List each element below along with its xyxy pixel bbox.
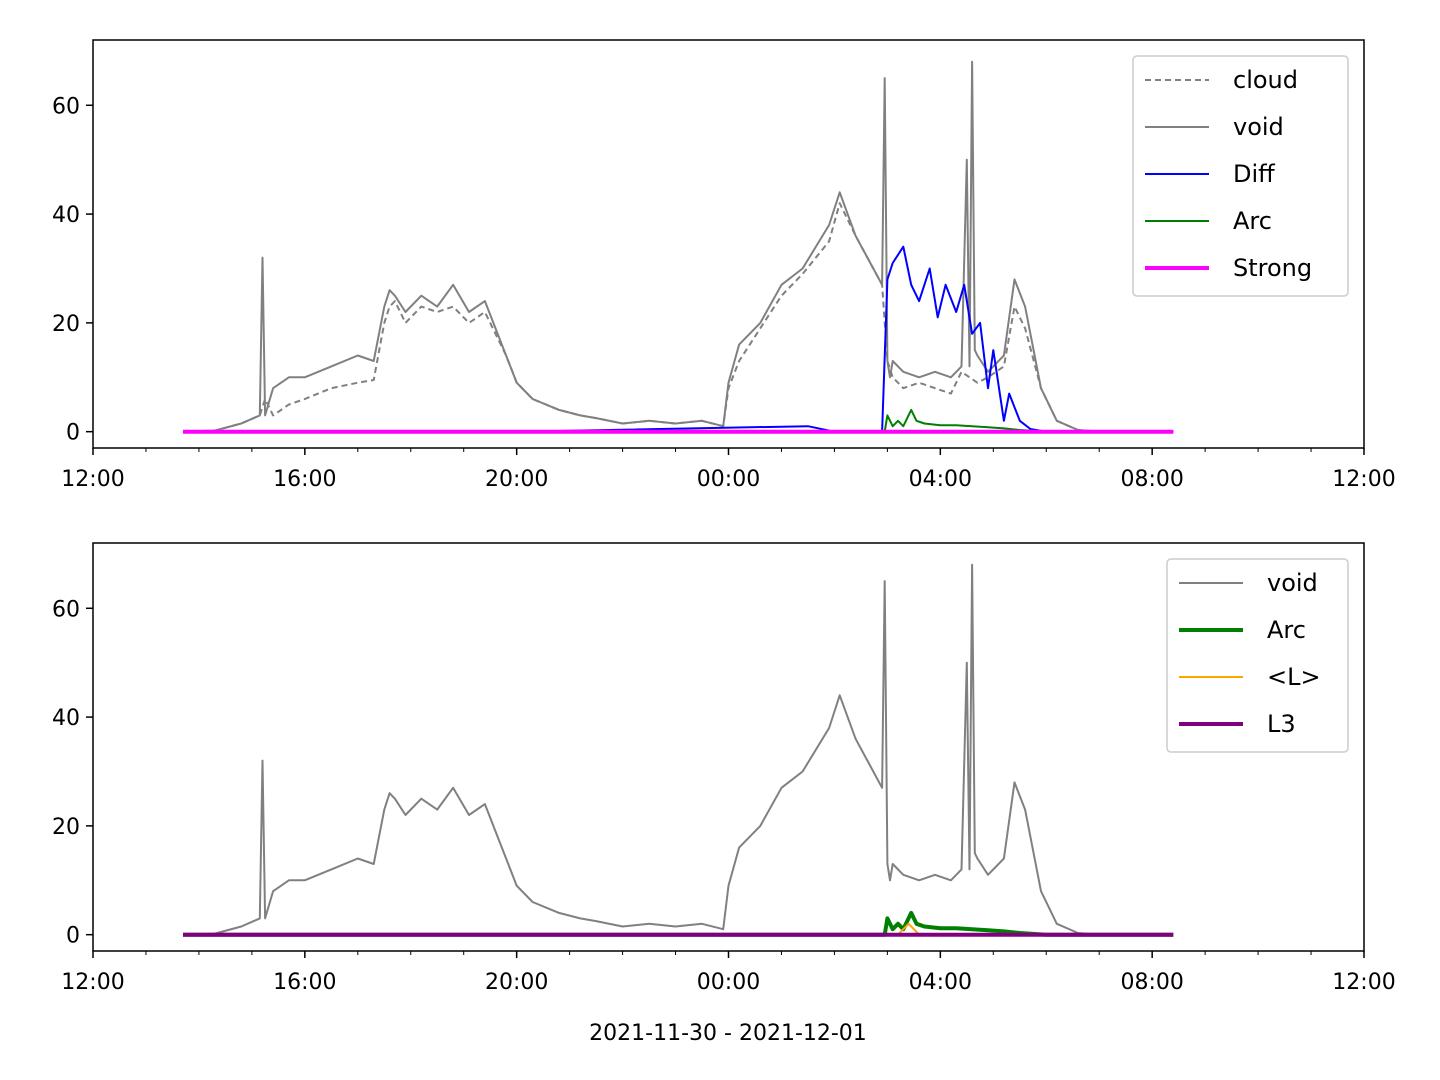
x-tick-label: 12:00 — [1332, 970, 1395, 995]
y-tick-label: 0 — [66, 421, 80, 446]
y-tick-label: 0 — [66, 924, 80, 949]
legend-label: <L> — [1267, 663, 1321, 691]
y-tick-label: 60 — [52, 94, 80, 119]
x-tick-label: 12:00 — [61, 467, 124, 492]
legend-box — [1166, 558, 1349, 753]
y-tick-label: 60 — [52, 597, 80, 622]
y-tick-label: 20 — [52, 815, 80, 840]
legend-label: void — [1233, 113, 1284, 141]
top-panel: 0 20 40 60 12:00 16:00 20:00 00:00 04:00 08:00 12:… — [52, 39, 1396, 492]
legend-label: Arc — [1267, 616, 1306, 644]
series-line-void-0 — [182, 563, 1174, 936]
x-tick-label: 16:00 — [273, 467, 336, 492]
x-tick-label: 16:00 — [273, 970, 336, 995]
x-tick-label: 12:00 — [61, 970, 124, 995]
x-tick-label: 08:00 — [1120, 467, 1183, 492]
x-tick-label: 20:00 — [485, 467, 548, 492]
x-tick-label: 12:00 — [1332, 467, 1395, 492]
legend-label: Strong — [1233, 254, 1312, 282]
y-tick-label: 40 — [52, 203, 80, 228]
y-tick-label: 20 — [52, 312, 80, 337]
x-tick-label: 04:00 — [909, 970, 972, 995]
legend-label: Diff — [1233, 160, 1275, 188]
legend: cloud void Diff Arc Strong — [1132, 55, 1349, 297]
legend-label: void — [1267, 569, 1318, 597]
x-axis-label: 2021-11-30 - 2021-12-01 — [589, 1021, 867, 1046]
legend-box — [1132, 55, 1349, 297]
legend-label: L3 — [1267, 710, 1296, 738]
legend-label: cloud — [1233, 66, 1298, 94]
y-tick-label: 40 — [52, 706, 80, 731]
x-tick-label: 04:00 — [909, 467, 972, 492]
x-tick-label: 20:00 — [485, 970, 548, 995]
x-tick-label: 00:00 — [697, 970, 760, 995]
series-line-void-1 — [182, 60, 1174, 433]
legend-label: Arc — [1233, 207, 1272, 235]
x-tick-label: 00:00 — [697, 467, 760, 492]
x-tick-label: 08:00 — [1120, 970, 1183, 995]
legend: void Arc <L> L3 — [1166, 558, 1349, 753]
bottom-panel: 0 20 40 60 12:00 16:00 20:00 00:00 04:00 08:00 12:… — [52, 542, 1396, 995]
